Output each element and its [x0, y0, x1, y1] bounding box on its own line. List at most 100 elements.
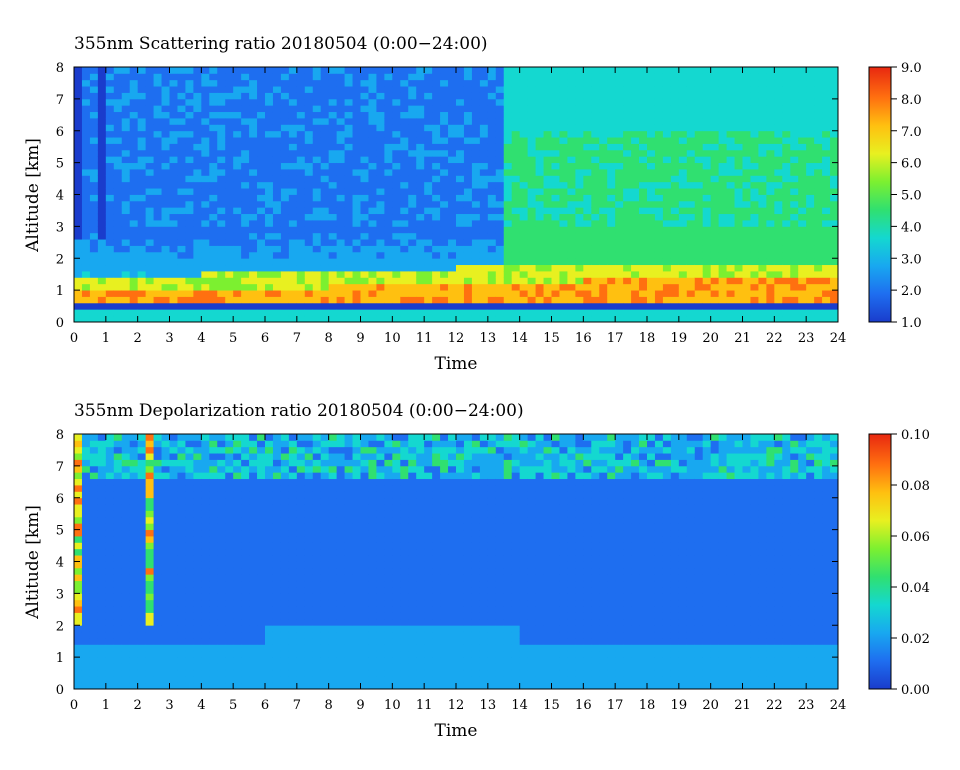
heatmap-cell	[376, 67, 385, 74]
heatmap-cell	[543, 73, 552, 81]
heatmap-cell	[424, 67, 433, 74]
heatmap-cell	[233, 258, 242, 266]
heatmap-cell	[798, 232, 807, 240]
heatmap-cell	[519, 309, 529, 317]
heatmap-cell	[503, 156, 513, 164]
heatmap-cell	[193, 536, 202, 543]
heatmap-cell	[233, 497, 242, 505]
heatmap-cell	[774, 226, 783, 234]
heatmap-cell	[591, 290, 600, 297]
heatmap-cell	[201, 283, 210, 291]
heatmap-cell	[265, 510, 274, 518]
heatmap-cell	[105, 79, 115, 87]
heatmap-cell	[766, 105, 775, 113]
heatmap-cell	[177, 86, 186, 93]
heatmap-cell	[503, 73, 513, 81]
heatmap-cell	[734, 98, 743, 106]
heatmap-cell	[201, 523, 210, 531]
heatmap-cell	[312, 73, 322, 81]
heatmap-cell	[81, 580, 91, 588]
heatmap-cell	[161, 638, 170, 645]
heatmap-cell	[830, 290, 839, 297]
heatmap-cell	[710, 264, 720, 272]
heatmap-cell	[272, 567, 282, 575]
heatmap-cell	[193, 618, 202, 626]
heatmap-cell	[527, 73, 536, 81]
heatmap-cell	[153, 175, 162, 183]
heatmap-cell	[782, 111, 791, 119]
heatmap-cell	[177, 137, 186, 144]
heatmap-cell	[376, 258, 385, 266]
heatmap-cell	[113, 200, 123, 208]
heatmap-cell	[129, 309, 139, 317]
heatmap-cell	[81, 245, 91, 253]
heatmap-cell	[320, 258, 330, 266]
heatmap-cell	[328, 258, 338, 266]
heatmap-cell	[209, 251, 218, 259]
heatmap-cell	[137, 548, 147, 556]
heatmap-cell	[89, 657, 99, 664]
heatmap-cell	[312, 92, 322, 100]
heatmap-cell	[519, 271, 529, 278]
heatmap-cell	[742, 175, 751, 183]
heatmap-cell	[153, 296, 162, 304]
heatmap-cell	[456, 143, 465, 151]
heatmap-cell	[121, 465, 131, 473]
heatmap-cell	[225, 625, 234, 633]
heatmap-cell	[702, 111, 712, 119]
heatmap-cell	[169, 105, 178, 113]
heatmap-cell	[424, 258, 433, 266]
heatmap-cell	[694, 309, 704, 317]
heatmap-cell	[448, 79, 457, 87]
heatmap-cell	[217, 130, 226, 138]
heatmap-cell	[487, 175, 497, 183]
heatmap-cell	[201, 130, 210, 138]
heatmap-cell	[822, 200, 831, 208]
heatmap-cell	[352, 271, 361, 278]
heatmap-cell	[177, 290, 186, 297]
heatmap-cell	[726, 194, 735, 202]
heatmap-cell	[471, 213, 481, 221]
heatmap-cell	[559, 302, 568, 310]
heatmap-cell	[280, 169, 290, 176]
heatmap-cell	[153, 650, 162, 658]
heatmap-cell	[241, 625, 250, 633]
heatmap-cell	[448, 118, 457, 125]
heatmap-cell	[686, 251, 696, 259]
heatmap-cell	[463, 86, 473, 93]
heatmap-cell	[344, 175, 353, 183]
heatmap-cell	[440, 111, 449, 119]
heatmap-cell	[312, 271, 322, 278]
heatmap-cell	[169, 516, 178, 524]
heatmap-cell	[631, 251, 640, 259]
x-tick-label: 10	[384, 331, 401, 346]
heatmap-cell	[185, 290, 194, 297]
heatmap-cell	[272, 188, 282, 195]
heatmap-cell	[169, 510, 178, 518]
heatmap-cell	[822, 264, 831, 272]
heatmap-cell	[527, 130, 536, 138]
heatmap-cell	[368, 213, 377, 221]
heatmap-cell	[113, 561, 123, 569]
heatmap-cell	[97, 612, 107, 620]
heatmap-cell	[758, 315, 767, 323]
heatmap-cell	[336, 181, 345, 189]
heatmap-cell	[288, 220, 298, 227]
heatmap-cell	[774, 239, 783, 246]
heatmap-cell	[686, 207, 696, 215]
heatmap-cell	[678, 290, 688, 297]
heatmap-cell	[185, 491, 194, 499]
heatmap-cell	[288, 118, 298, 125]
heatmap-cell	[535, 315, 544, 323]
heatmap-cell	[583, 264, 592, 272]
heatmap-cell	[710, 194, 720, 202]
heatmap-cell	[623, 98, 632, 106]
heatmap-cell	[113, 67, 123, 74]
heatmap-cell	[265, 472, 274, 480]
heatmap-cell	[487, 118, 497, 125]
heatmap-cell	[408, 264, 417, 272]
heatmap-cell	[81, 516, 91, 524]
heatmap-cell	[766, 251, 775, 259]
heatmap-cell	[527, 264, 536, 272]
heatmap-cell	[105, 669, 115, 677]
